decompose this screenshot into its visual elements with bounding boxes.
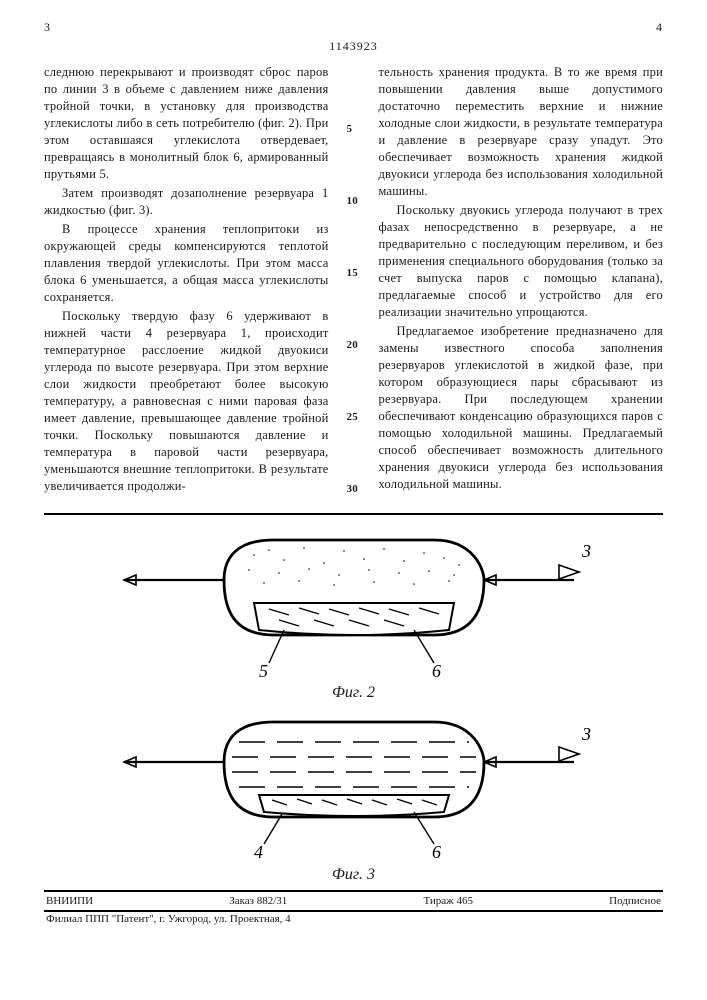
header-page-numbers: 3 4 — [44, 20, 663, 35]
line-num: 15 — [347, 266, 361, 281]
footer-address: Филиал ППП "Патент", г. Ужгород, ул. Про… — [44, 913, 663, 925]
figure-3: 3 4 6 — [44, 702, 663, 884]
callout-5: 5 — [259, 661, 268, 681]
para: Поскольку твердую фазу 6 удерживают в ни… — [44, 308, 329, 495]
para: Затем производят дозаполнение резервуара… — [44, 185, 329, 219]
para: следнюю перекрывают и производят сброс п… — [44, 64, 329, 183]
line-num: 5 — [347, 122, 361, 137]
line-num: 30 — [347, 482, 361, 497]
column-right: тельность хранения продукта. В то же вре… — [379, 64, 664, 497]
callout-3: 3 — [581, 541, 591, 561]
text-columns: следнюю перекрывают и производят сброс п… — [44, 64, 663, 497]
callout-6: 6 — [432, 661, 441, 681]
page-num-left: 3 — [44, 20, 51, 35]
column-left: следнюю перекрывают и производят сброс п… — [44, 64, 329, 497]
footer-tirazh: Тираж 465 — [423, 895, 473, 907]
footer-order: Заказ 882/31 — [229, 895, 287, 907]
callout-4: 4 — [254, 842, 263, 862]
callout-3: 3 — [581, 724, 591, 744]
figure-3-label: Фиг. 3 — [44, 866, 663, 884]
page: 3 4 1143923 следнюю перекрывают и произв… — [0, 0, 707, 1000]
figure-2: 3 — [44, 515, 663, 702]
footer-bar: ВНИИПИ Заказ 882/31 Тираж 465 Подписное — [44, 890, 663, 912]
footer-subscription: Подписное — [609, 895, 661, 907]
footer-publisher: ВНИИПИ — [46, 895, 93, 907]
line-num: 10 — [347, 194, 361, 209]
line-num: 20 — [347, 338, 361, 353]
para: Предлагаемое изобретение предназначено д… — [379, 323, 664, 493]
figure-2-svg: 3 — [104, 515, 604, 685]
para: тельность хранения продукта. В то же вре… — [379, 64, 664, 200]
figures-section: 3 — [44, 513, 663, 884]
page-num-right: 4 — [656, 20, 663, 35]
patent-number: 1143923 — [44, 39, 663, 54]
figure-3-svg: 3 4 6 — [104, 702, 604, 867]
line-num: 25 — [347, 410, 361, 425]
para: В процессе хранения теплопритоки из окру… — [44, 221, 329, 306]
figure-2-label: Фиг. 2 — [44, 684, 663, 702]
callout-6: 6 — [432, 842, 441, 862]
para: Поскольку двуокись углерода получают в т… — [379, 202, 664, 321]
line-number-gutter: 5 10 15 20 25 30 — [347, 64, 361, 497]
